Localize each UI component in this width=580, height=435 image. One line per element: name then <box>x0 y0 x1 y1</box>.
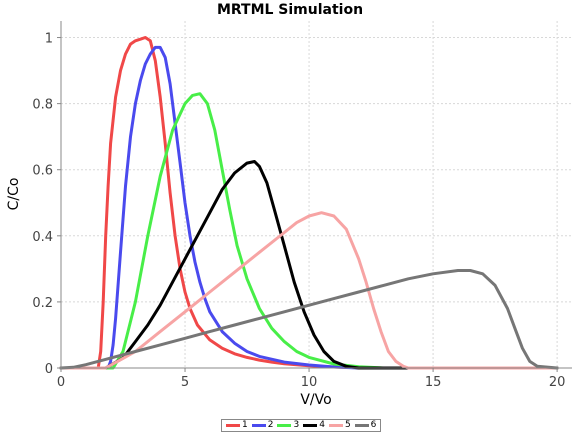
series-line-4 <box>59 160 559 370</box>
legend-label: 1 <box>242 420 248 430</box>
legend-swatch <box>226 424 240 427</box>
legend-item-4: 4 <box>303 420 325 431</box>
legend-item-6: 6 <box>354 420 377 431</box>
legend-label: 4 <box>319 420 325 430</box>
legend-item-5: 5 <box>328 420 351 431</box>
series-line-6 <box>59 269 559 370</box>
x-tick-label: 10 <box>301 375 318 390</box>
legend-swatch <box>354 424 369 427</box>
legend-swatch <box>328 424 343 427</box>
axes <box>60 21 572 369</box>
x-tick-label: 20 <box>549 375 566 390</box>
y-tick-label: 0.6 <box>32 164 53 179</box>
x-axis-title: V/Vo <box>300 392 331 408</box>
x-tick-label: 15 <box>425 375 442 390</box>
plot-area <box>61 21 572 368</box>
legend-label: 2 <box>267 420 274 430</box>
series-line-3 <box>59 92 559 370</box>
legend-swatch <box>251 424 266 427</box>
y-tick-label: 1 <box>45 32 53 47</box>
legend-label: 6 <box>370 420 377 430</box>
series-lines <box>59 36 559 370</box>
legend-swatch <box>303 424 318 427</box>
chart-title: MRTML Simulation <box>216 2 364 18</box>
legend-swatch <box>277 424 292 427</box>
legend-item-3: 3 <box>277 420 299 431</box>
x-tick-label: 0 <box>57 375 65 390</box>
y-ticks: 0 0.2 0.4 0.6 0.8 1 <box>32 32 61 377</box>
y-tick-label: 0.8 <box>32 98 53 113</box>
chart-legend: 1 2 3 4 5 6 <box>221 419 382 432</box>
y-axis-title: C/Co <box>6 178 22 211</box>
legend-label: 3 <box>293 420 300 430</box>
x-ticks: 0 5 10 15 20 <box>57 368 566 390</box>
y-tick-label: 0.4 <box>32 230 53 245</box>
y-tick-label: 0.2 <box>32 296 53 311</box>
y-tick-label: 0 <box>45 362 53 377</box>
legend-item-2: 2 <box>251 420 274 431</box>
legend-item-1: 1 <box>226 420 248 431</box>
legend-label: 5 <box>344 420 351 430</box>
series-line-1 <box>59 36 559 370</box>
x-tick-label: 5 <box>181 375 189 390</box>
series-line-5 <box>59 211 559 370</box>
